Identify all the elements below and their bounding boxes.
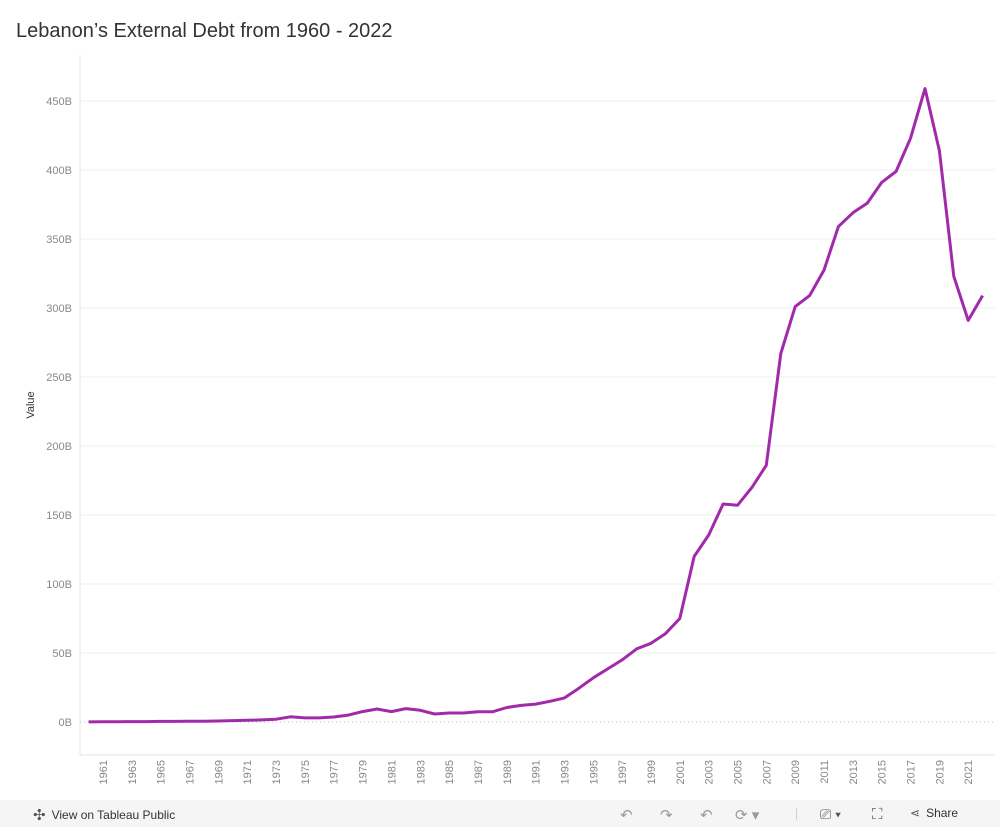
y-tick-label: 450B xyxy=(46,96,72,108)
x-tick-label: 2021 xyxy=(963,760,975,784)
x-tick-label: 1979 xyxy=(358,760,370,784)
y-tick-label: 250B xyxy=(46,372,72,384)
x-tick-label: 1987 xyxy=(473,760,485,784)
view-on-tableau-label: View on Tableau Public xyxy=(51,808,176,822)
x-tick-label: 1965 xyxy=(156,760,168,784)
x-tick-label: 2015 xyxy=(877,760,889,784)
x-tick-label: 2005 xyxy=(733,760,745,784)
y-tick-label: 150B xyxy=(46,510,72,522)
y-tick-label: 50B xyxy=(52,648,72,660)
share-icon: ⋖ xyxy=(910,806,921,820)
y-tick-label: 350B xyxy=(46,234,72,246)
x-tick-label: 1961 xyxy=(98,760,110,784)
redo-icon[interactable]: ↷ xyxy=(660,807,673,824)
x-tick-label: 1997 xyxy=(617,760,629,784)
x-tick-label: 2019 xyxy=(934,760,946,784)
x-tick-label: 1963 xyxy=(127,760,139,784)
y-tick-label: 400B xyxy=(46,165,72,177)
tableau-logo-icon: ✣ xyxy=(33,807,46,824)
x-tick-label: 1989 xyxy=(502,760,514,784)
x-tick-label: 1991 xyxy=(531,760,543,784)
y-tick-label: 300B xyxy=(46,303,72,315)
share-label: Share xyxy=(926,806,959,820)
x-tick-label: 1983 xyxy=(415,760,427,784)
x-tick-label: 1977 xyxy=(329,760,341,784)
x-tick-label: 2003 xyxy=(704,760,716,784)
undo-icon[interactable]: ↶ xyxy=(620,807,633,824)
refresh-icon[interactable]: ⟳ ▾ xyxy=(735,807,760,824)
view-on-tableau-link[interactable]: ✣ View on Tableau Public xyxy=(33,806,175,824)
x-tick-label: 1995 xyxy=(588,760,600,784)
line-chart: 0B 50B 100B 150B 200B 250B 300B 350B 400B 450B 196… xyxy=(25,55,995,784)
chart-title: Lebanon’s External Debt from 1960 - 2022 xyxy=(16,20,393,42)
y-tick-label: 0B xyxy=(59,717,72,729)
revert-icon[interactable]: ↶ xyxy=(700,807,713,824)
x-tick-label: 1967 xyxy=(185,760,197,784)
x-tick-label: 1973 xyxy=(271,760,283,784)
x-tick-label: 2011 xyxy=(819,760,831,784)
x-tick-label: 1971 xyxy=(242,760,254,784)
download-icon[interactable]: ⎚ ▾ xyxy=(820,806,841,822)
debt-series-line xyxy=(88,87,984,724)
x-tick-label: 1975 xyxy=(300,760,312,784)
x-tick-label: 1999 xyxy=(646,760,658,784)
x-tick-label: 1993 xyxy=(559,760,571,784)
fullscreen-icon[interactable]: ⛶ xyxy=(872,806,883,823)
y-tick-label: 200B xyxy=(46,441,72,453)
x-tick-label: 1981 xyxy=(386,760,398,784)
x-tick-label: 2009 xyxy=(790,760,802,784)
x-tick-label: 2017 xyxy=(906,760,918,784)
toolbar: ✣ View on Tableau Public ↶ ↷ ↶ ⟳ ▾ | ⎚ ▾… xyxy=(0,800,1000,827)
x-tick-label: 2001 xyxy=(675,760,687,784)
y-axis-title: Value xyxy=(25,391,37,418)
x-tick-label: 1985 xyxy=(444,760,456,784)
divider: | xyxy=(795,806,799,820)
share-button[interactable]: ⋖ Share xyxy=(910,806,958,820)
y-tick-label: 100B xyxy=(46,579,72,591)
x-tick-label: 2013 xyxy=(848,760,860,784)
x-tick-label: 2007 xyxy=(761,760,773,784)
x-tick-label: 1969 xyxy=(213,760,225,784)
